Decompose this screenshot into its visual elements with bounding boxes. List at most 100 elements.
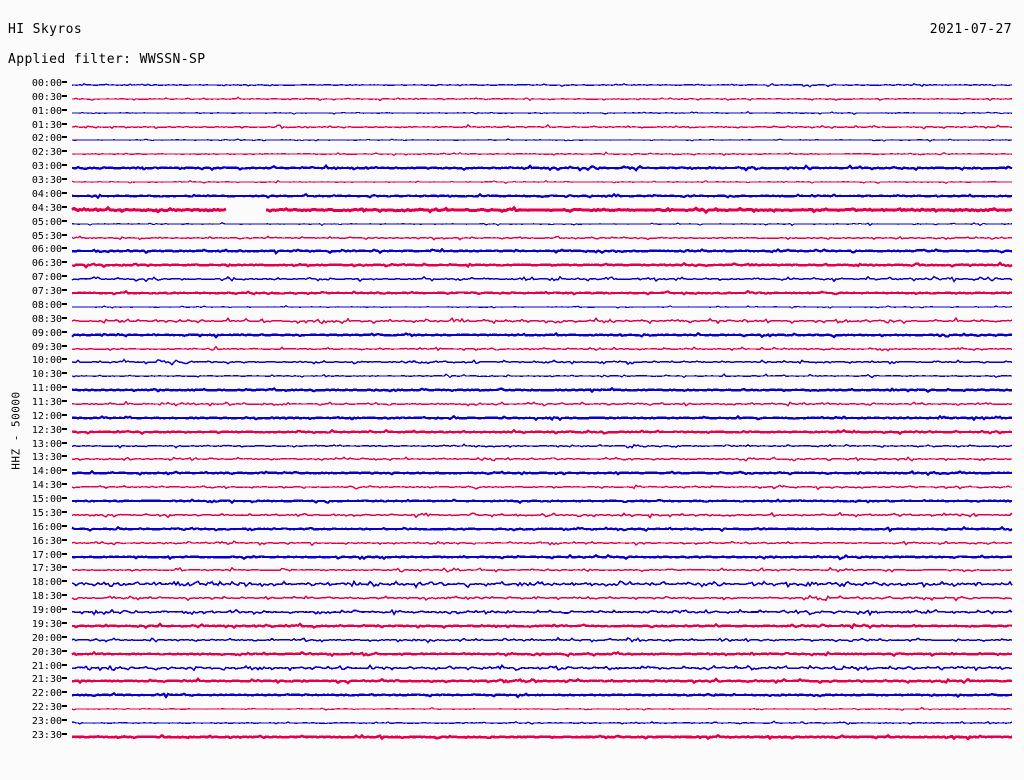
seismic-trace [71,355,1013,369]
trace-row: 08:30 [0,314,1024,328]
y-axis-tick [62,483,67,485]
page-title: HI Skyros [8,22,83,37]
trace-row-time-label: 00:00 [31,78,62,89]
y-axis-tick [62,497,67,499]
seismic-trace [71,258,1013,272]
seismic-trace [71,189,1013,203]
seismic-trace [71,647,1013,661]
y-axis-tick [62,442,67,444]
seismic-trace [71,314,1013,328]
trace-row-time-label: 02:30 [31,147,62,158]
seismic-trace [71,342,1013,356]
trace-row: 21:30 [0,674,1024,688]
trace-row: 10:00 [0,355,1024,369]
y-axis-tick [62,636,67,638]
seismic-trace [71,452,1013,466]
trace-row-time-label: 18:00 [31,577,62,588]
seismic-trace [71,369,1013,383]
y-axis-tick [62,345,67,347]
y-axis-tick [62,150,67,152]
seismic-trace [71,106,1013,120]
seismic-trace [71,550,1013,564]
seismic-trace [71,466,1013,480]
seismic-trace [71,439,1013,453]
trace-row: 17:30 [0,563,1024,577]
seismic-trace [71,328,1013,342]
y-axis-tick [62,192,67,194]
trace-row-time-label: 15:30 [31,508,62,519]
seismic-trace [71,591,1013,605]
trace-row-time-label: 07:00 [31,272,62,283]
trace-row-time-label: 10:00 [31,355,62,366]
y-axis-tick [62,247,67,249]
seismic-trace [71,217,1013,231]
seismic-trace [71,411,1013,425]
trace-row: 18:30 [0,591,1024,605]
seismic-trace [71,175,1013,189]
trace-row-time-label: 22:30 [31,702,62,713]
seismic-trace [71,674,1013,688]
trace-row-time-label: 21:00 [31,661,62,672]
seismic-trace [71,231,1013,245]
trace-row: 12:00 [0,411,1024,425]
y-axis-tick [62,525,67,527]
y-axis-tick [62,691,67,693]
trace-row-time-label: 16:00 [31,522,62,533]
trace-row-time-label: 05:30 [31,231,62,242]
y-axis-tick [62,469,67,471]
y-axis-tick [62,553,67,555]
seismic-trace [71,480,1013,494]
trace-row-time-label: 17:00 [31,550,62,561]
y-axis-tick [62,136,67,138]
seismic-trace [71,494,1013,508]
trace-row: 07:30 [0,286,1024,300]
helicorder-plot: 00:00 00:30 01:00 01:30 02:00 02:30 03:00 03:30… [0,78,1024,778]
seismic-trace [71,508,1013,522]
trace-row-time-label: 01:00 [31,106,62,117]
seismic-trace [71,397,1013,411]
y-axis-tick [62,303,67,305]
trace-row: 13:00 [0,439,1024,453]
trace-row: 03:30 [0,175,1024,189]
y-axis-tick [62,414,67,416]
trace-row-time-label: 17:30 [31,563,62,574]
trace-row: 06:30 [0,258,1024,272]
trace-row: 16:00 [0,522,1024,536]
seismic-trace [71,730,1013,744]
y-axis-tick [62,719,67,721]
trace-row: 14:30 [0,480,1024,494]
trace-row-time-label: 04:00 [31,189,62,200]
trace-row-time-label: 06:00 [31,244,62,255]
seismic-trace [71,272,1013,286]
trace-row-time-label: 05:00 [31,217,62,228]
trace-row-time-label: 03:30 [31,175,62,186]
y-axis-tick [62,455,67,457]
y-axis-tick [62,81,67,83]
trace-row: 20:00 [0,633,1024,647]
seismic-trace [71,688,1013,702]
seismic-trace [71,633,1013,647]
seismic-trace [71,536,1013,550]
y-axis-tick [62,580,67,582]
seismic-trace [71,563,1013,577]
trace-row: 21:00 [0,661,1024,675]
seismic-trace [71,244,1013,258]
y-axis-tick [62,733,67,735]
y-axis-tick [62,539,67,541]
y-axis-tick [62,428,67,430]
trace-row: 23:00 [0,716,1024,730]
trace-row: 18:00 [0,577,1024,591]
seismic-trace [71,619,1013,633]
seismic-trace [71,300,1013,314]
trace-row: 08:00 [0,300,1024,314]
trace-row-time-label: 20:00 [31,633,62,644]
trace-row: 22:00 [0,688,1024,702]
trace-row: 11:00 [0,383,1024,397]
trace-row-time-label: 23:00 [31,716,62,727]
trace-row: 00:30 [0,92,1024,106]
y-axis-tick [62,95,67,97]
trace-row-time-label: 14:00 [31,466,62,477]
trace-row-time-label: 18:30 [31,591,62,602]
trace-row: 22:30 [0,702,1024,716]
trace-row-time-label: 13:00 [31,439,62,450]
